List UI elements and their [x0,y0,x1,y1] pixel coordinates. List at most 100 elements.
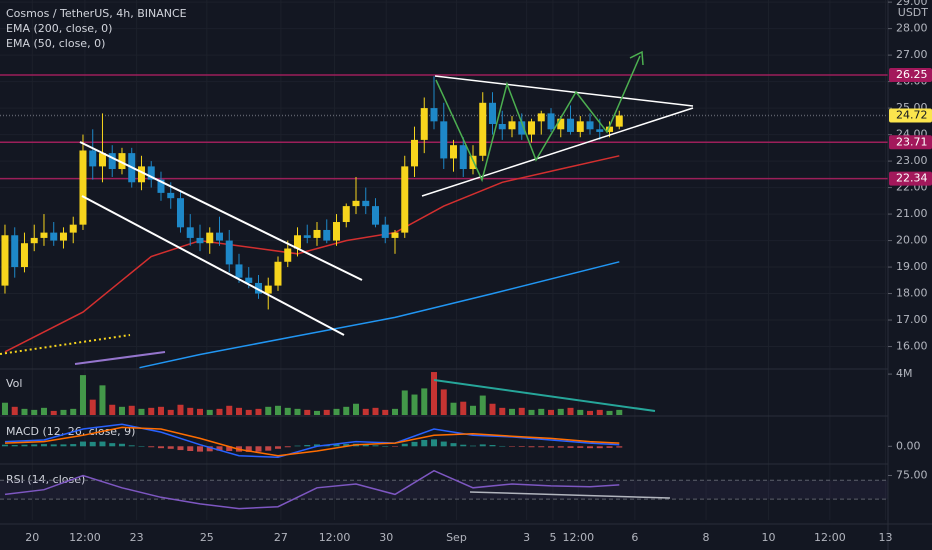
candle-body [557,118,565,130]
macd-histogram-bar [187,446,194,451]
x-tick-label: 30 [379,531,393,544]
volume-bar [70,408,77,415]
volume-bar [421,388,428,415]
candle-body [323,229,331,241]
volume-bar [148,407,155,415]
y-tick-label: 28.00 [896,22,928,35]
candle-body [293,235,301,249]
volume-bar [109,404,116,415]
volume-bar [216,408,223,415]
y-tick-label: 27.00 [896,48,928,61]
generated-layer: Cosmos / TetherUS, 4h, BINANCE Vol MACD (1… [0,7,888,510]
price-badge [889,108,932,123]
volume-bar [89,399,96,415]
volume-bar [401,390,408,415]
volume-bar [616,409,623,415]
x-tick-label: 13 [878,531,892,544]
arrow-head [629,50,644,66]
candle-body [40,232,48,238]
x-tick-label: 20 [25,531,39,544]
macd-histogram-bar [167,446,174,449]
macd-histogram-bar [50,444,57,447]
volume-bar [60,409,67,415]
candle-body [459,145,467,170]
y-tick-label: 19.00 [896,260,928,273]
x-tick-label: 5 [549,531,556,544]
candle-body [576,121,584,132]
candle-body [615,115,623,127]
macd-histogram-bar [1,444,8,447]
macd-histogram-bar [21,444,28,447]
candle-body [411,139,419,167]
volume-bar [206,409,213,415]
macd-histogram-bar [577,446,584,448]
y-tick-label: 21.00 [896,207,928,220]
volume-bar [79,375,86,415]
candle-body [372,206,380,225]
candle-body [450,145,458,159]
volume-bar [518,407,525,415]
candle-body [245,277,253,283]
macd-histogram-bar [567,446,574,448]
volume-bar [31,409,38,415]
macd-histogram-bar [333,444,340,447]
volume-bar [1,402,8,415]
volume-bar [40,407,47,415]
volume-bar [21,408,28,415]
macd-histogram-bar [274,446,281,449]
candle-body [79,150,87,225]
candle-body [440,121,448,159]
candle-body [215,232,223,241]
x-tick-label: 27 [274,531,288,544]
price-badge-label: 22.34 [896,172,928,185]
candle-body [332,222,340,241]
candle-body [430,108,438,122]
volume-bar [304,409,311,415]
volume-bar [372,407,379,415]
volume-bar [196,408,203,415]
candle-body [225,240,233,265]
macd-histogram-bar [528,446,535,448]
price-badge [889,135,932,150]
pane-title: MACD (12, 26, close, 9) [6,425,135,438]
candle-body [352,200,360,207]
candle-body [489,102,497,124]
volume-bar [596,409,603,415]
macd-histogram-bar [70,444,77,447]
candle-body [313,229,321,238]
x-tick-label: 12:00 [319,531,351,544]
volume-bar [470,405,477,415]
volume-bar [167,409,174,415]
x-tick-label: 25 [200,531,214,544]
candle-body [30,237,38,244]
macd-histogram-bar [118,443,125,447]
macd-line [4,423,620,459]
volume-bar [274,405,281,415]
volume-bar [323,409,330,415]
y-tick-label: 0.00 [896,439,921,452]
macd-histogram-bar [206,446,213,452]
drawings [0,50,694,499]
price-badge-label: 26.25 [896,68,928,81]
macd-histogram-bar [40,444,47,447]
candle-body [381,224,389,238]
macd-histogram-bar [499,445,506,447]
y-tick-label: 16.00 [896,340,928,353]
candle-body [176,198,184,228]
macd-histogram-bar [99,441,106,447]
candle-body [391,232,399,238]
volume-bar [606,410,613,415]
price-badge-label: 23.71 [896,135,928,148]
volume-bar [245,409,252,415]
triangle-lower [421,107,694,197]
x-tick-label: 6 [631,531,638,544]
macd-histogram-bar [294,445,301,447]
candle-body [167,192,175,199]
x-tick-label: 3 [523,531,530,544]
y-tick-label: 23.00 [896,154,928,167]
chart-title: Cosmos / TetherUS, 4h, BINANCE [6,7,187,20]
volume-bar [226,405,233,415]
volume-bar [187,407,194,415]
macd-histogram-bar [382,446,389,447]
